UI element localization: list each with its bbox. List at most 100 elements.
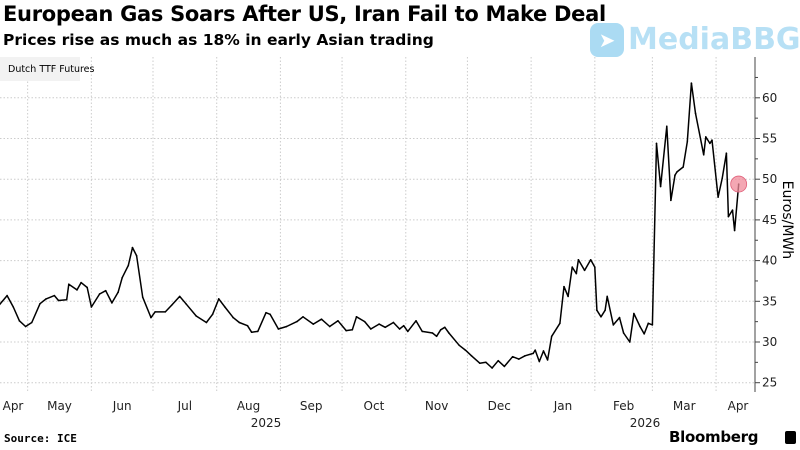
data-point: [444, 326, 446, 329]
x-tick-label: May: [47, 399, 72, 413]
data-point: [606, 295, 608, 298]
data-point: [559, 322, 561, 325]
y-axis-label: Euros/MWh: [779, 181, 795, 260]
data-point: [690, 82, 693, 84]
data-point: [30, 321, 33, 324]
data-point: [705, 136, 707, 138]
data-point: [337, 320, 339, 322]
x-tick-label: Jul: [177, 399, 192, 413]
data-point: [76, 289, 78, 291]
data-point: [345, 329, 347, 332]
data-point: [478, 362, 481, 364]
latest-value-marker: [730, 175, 748, 193]
data-point: [246, 324, 249, 327]
x-tick-label: Jan: [553, 399, 573, 413]
data-point: [302, 315, 304, 318]
data-point: [90, 306, 93, 308]
data-point: [402, 324, 405, 327]
data-point: [269, 313, 271, 316]
data-point: [24, 325, 27, 328]
data-point: [250, 331, 253, 334]
data-point: [532, 352, 534, 355]
data-point: [265, 311, 267, 314]
legend: Dutch TTF Futures: [0, 57, 94, 81]
watermark: ➤ MediaBBG: [590, 22, 800, 57]
data-point: [600, 315, 602, 318]
series-line-dutch-ttf: [0, 82, 740, 369]
data-point: [647, 322, 650, 325]
x-tick-label: Aug: [237, 399, 260, 413]
data-point: [618, 316, 621, 319]
data-point: [370, 328, 372, 330]
data-point: [575, 272, 578, 275]
data-point: [328, 325, 331, 328]
data-point: [485, 361, 487, 364]
data-point: [670, 199, 672, 202]
data-point: [415, 320, 417, 322]
data-point: [392, 321, 395, 324]
data-point: [651, 324, 654, 326]
data-point: [503, 365, 506, 368]
data-point: [238, 321, 241, 324]
data-point: [98, 293, 101, 295]
data-point: [721, 177, 724, 180]
data-point: [170, 304, 173, 307]
x-tick-label: Apr: [3, 399, 24, 413]
data-point: [694, 112, 697, 115]
data-point: [727, 215, 730, 218]
chart-title: European Gas Soars After US, Iran Fail t…: [3, 2, 606, 26]
data-point: [435, 335, 438, 338]
x-tick-label: Mar: [673, 399, 696, 413]
x-year-label: 2025: [251, 416, 282, 430]
data-point: [567, 295, 569, 298]
data-point: [67, 283, 70, 286]
x-tick-label: Sep: [300, 399, 323, 413]
data-point: [57, 299, 60, 302]
data-point: [546, 359, 549, 361]
data-point: [725, 152, 728, 154]
data-point: [296, 320, 298, 323]
x-year-label: 2026: [630, 416, 661, 430]
data-point: [439, 328, 442, 331]
data-point: [398, 328, 401, 330]
data-point: [639, 325, 641, 328]
y-tick-label: 45: [762, 213, 777, 227]
data-point: [458, 344, 461, 347]
data-point: [702, 153, 705, 156]
bloomberg-terminal-icon: [785, 431, 796, 444]
data-point: [6, 294, 8, 297]
data-point: [80, 281, 82, 284]
data-point: [195, 315, 197, 317]
data-point: [571, 266, 574, 268]
data-point: [538, 360, 541, 363]
data-point: [320, 318, 323, 321]
legend-label: Dutch TTF Futures: [8, 63, 95, 75]
data-point: [491, 367, 493, 369]
y-tick-label: 35: [762, 294, 777, 308]
data-point: [659, 185, 662, 188]
data-point: [39, 302, 41, 305]
x-tick-label: Feb: [613, 399, 634, 413]
data-point: [355, 315, 358, 318]
data-point: [733, 229, 736, 232]
data-point: [633, 312, 635, 315]
data-point: [45, 298, 47, 300]
data-point: [448, 332, 450, 334]
data-point: [121, 276, 123, 279]
telegram-plane-icon: ➤: [590, 22, 624, 57]
x-tick-label: Nov: [425, 399, 448, 413]
chart-subtitle: Prices rise as much as 18% in early Asia…: [3, 31, 434, 49]
data-point: [604, 309, 606, 312]
data-point: [655, 142, 658, 145]
data-point: [682, 166, 684, 168]
x-tick-label: Apr: [728, 399, 749, 413]
data-point: [232, 316, 234, 319]
data-point: [563, 285, 565, 288]
bloomberg-logo: Bloomberg: [669, 428, 759, 446]
data-point: [185, 302, 187, 305]
data-point: [12, 306, 15, 308]
data-point: [464, 349, 467, 351]
data-point: [150, 316, 152, 319]
data-point: [577, 258, 580, 261]
